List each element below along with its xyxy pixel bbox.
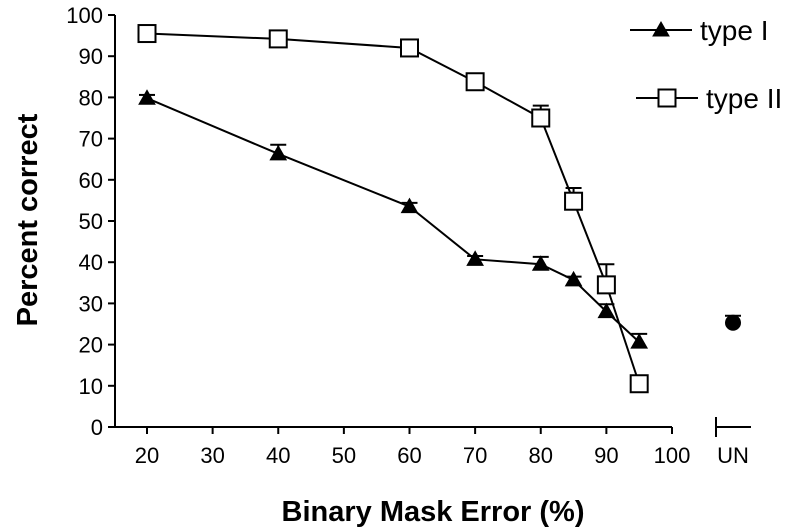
x-tick-label: 70 — [463, 443, 487, 468]
data-point — [596, 275, 616, 295]
x-tick-label: 60 — [397, 443, 421, 468]
data-point — [531, 108, 551, 128]
y-tick-label: 30 — [79, 291, 103, 316]
data-point — [629, 374, 649, 394]
y-tick-label: 70 — [79, 127, 103, 152]
legend-marker — [652, 20, 670, 37]
y-tick-label: 60 — [79, 168, 103, 193]
x-tick-label: 80 — [529, 443, 553, 468]
x-tick-label: 30 — [200, 443, 224, 468]
x-tick-label-un: UN — [717, 443, 749, 468]
x-tick-label: 100 — [654, 443, 691, 468]
series-line — [146, 97, 640, 343]
y-tick-label: 100 — [66, 3, 103, 28]
x-axis: 20 30 40 50 60 70 80 90 100 UN — [115, 417, 751, 468]
legend-item-1: type I — [630, 15, 768, 46]
data-point-un — [725, 314, 741, 331]
legend: type I type II — [630, 15, 782, 114]
data-point — [630, 333, 649, 349]
data-point — [465, 72, 485, 92]
plot-area — [137, 24, 741, 394]
x-tick-label: 40 — [266, 443, 290, 468]
y-tick-label: 10 — [79, 374, 103, 399]
legend-label: type I — [700, 15, 768, 46]
y-axis-title: Percent correct — [12, 113, 44, 326]
y-tick-label: 20 — [79, 333, 103, 358]
data-point — [269, 144, 288, 161]
x-axis-title: Binary Mask Error (%) — [282, 496, 585, 528]
x-tick-label: 90 — [594, 443, 618, 468]
x-tick-label: 20 — [135, 443, 159, 468]
series-2 — [137, 24, 649, 394]
legend-item-2: type II — [636, 83, 782, 114]
legend-label: type II — [706, 83, 782, 114]
y-tick-label: 80 — [79, 85, 103, 110]
legend-marker — [657, 88, 677, 108]
data-point — [564, 191, 584, 211]
data-point — [400, 197, 419, 214]
data-point — [137, 24, 157, 44]
data-point — [138, 89, 156, 105]
series-line — [146, 32, 641, 385]
series-1 — [138, 89, 649, 349]
un-point-group — [725, 314, 741, 331]
y-axis: 0 10 20 30 40 50 60 70 80 90 100 — [66, 3, 116, 440]
y-tick-label: 50 — [79, 209, 103, 234]
x-tick-label: 50 — [332, 443, 356, 468]
data-point — [597, 302, 616, 319]
data-point — [531, 255, 550, 271]
data-point — [400, 38, 419, 58]
data-point — [268, 29, 288, 49]
y-tick-label: 90 — [79, 44, 103, 69]
y-tick-label: 40 — [79, 250, 103, 275]
data-point — [466, 250, 484, 266]
y-tick-label: 0 — [91, 415, 103, 440]
data-point — [564, 270, 583, 287]
